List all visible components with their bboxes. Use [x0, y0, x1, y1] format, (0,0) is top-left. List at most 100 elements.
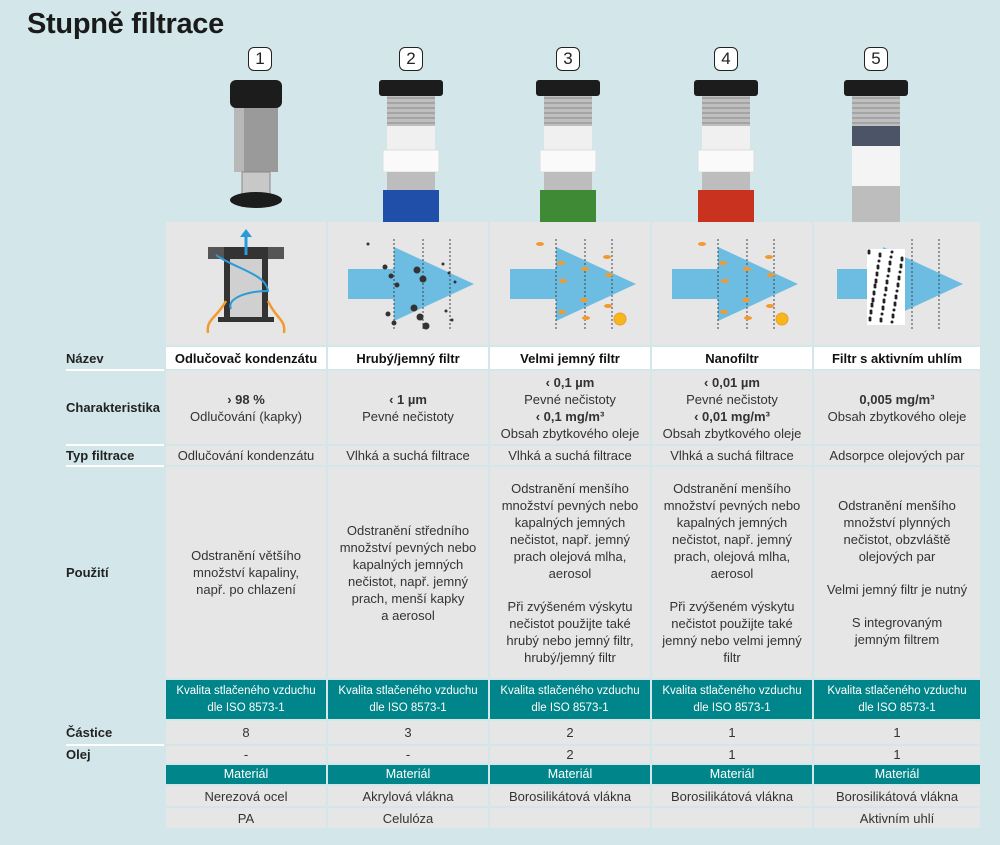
usage-line: Odstranění menšího — [673, 480, 791, 496]
filtration-type: Vlhká a suchá filtrace — [328, 446, 488, 465]
particles-class: 2 — [490, 721, 650, 744]
quality-standard: dle ISO 8573-1 — [858, 701, 936, 714]
particles-class: 8 — [166, 721, 326, 744]
material-1: Akrylová vlákna — [328, 786, 488, 806]
usage-line: aerosol — [710, 565, 754, 581]
characteristic-desc-2: Obsah zbytkového oleje — [662, 425, 802, 441]
quality-standard: dle ISO 8573-1 — [693, 701, 771, 714]
filter-element-photo — [686, 78, 766, 222]
usage-line: Odstranění menšího — [511, 480, 629, 496]
characteristic-value: ‹ 0,01 µm — [704, 374, 760, 390]
material-header: Materiál — [328, 765, 488, 784]
characteristic-value-2: ‹ 0,01 mg/m³ — [694, 408, 770, 424]
usage-line: prach, menší kapky — [351, 590, 465, 606]
filter-element-photo — [836, 78, 916, 222]
material-2 — [652, 808, 812, 828]
usage-note-line: nečistot použijte také — [509, 615, 631, 631]
characteristic-desc-2: Obsah zbytkového oleje — [500, 425, 640, 441]
usage-line: aerosol — [548, 565, 592, 581]
oil-class: 2 — [490, 746, 650, 763]
material-1: Borosilikátová vlákna — [490, 786, 650, 806]
usage-line: Odstranění většího — [191, 548, 301, 563]
material-2: Celulóza — [328, 808, 488, 828]
filtration-type: Vlhká a suchá filtrace — [652, 446, 812, 465]
oil-class: - — [166, 746, 326, 763]
quality-label-spacer — [66, 680, 164, 719]
material-header: Materiál — [814, 765, 980, 784]
usage-note-line: hrubý nebo jemný filtr, — [506, 632, 634, 648]
characteristic-desc: Obsah zbytkového oleje — [827, 408, 967, 424]
usage-note-line: jemným filtrem — [854, 632, 940, 647]
row-label-usage: Použití — [66, 565, 109, 580]
quality-standard: dle ISO 8573-1 — [531, 701, 609, 714]
filtration-diagram — [652, 222, 812, 345]
usage-line: kapalných jemných — [352, 556, 464, 572]
usage-note-line: Při zvýšeném výskytu — [507, 598, 633, 614]
particles-class: 1 — [652, 721, 812, 744]
stage-name: Nanofiltr — [652, 347, 812, 369]
material-header: Materiál — [652, 765, 812, 784]
particles-class: 3 — [328, 721, 488, 744]
characteristic-value: ‹ 0,1 µm — [545, 374, 595, 390]
usage-line: nečistot, např. jemný — [348, 573, 468, 589]
particles-class: 1 — [814, 721, 980, 744]
characteristic-value: ‹ 1 µm — [389, 391, 427, 407]
material-spacer — [66, 808, 164, 828]
material-1: Borosilikátová vlákna — [814, 786, 980, 806]
characteristic-cell: › 98 % Odlučování (kapky) — [166, 371, 326, 444]
quality-standard: dle ISO 8573-1 — [207, 701, 285, 714]
material-2: PA — [166, 808, 326, 828]
usage-line: a aerosol — [381, 607, 435, 623]
characteristic-value: › 98 % — [227, 391, 265, 407]
page-title: Stupně filtrace — [27, 8, 224, 40]
material-label-spacer — [66, 765, 164, 784]
usage-note-line: Při zvýšeném výskytu — [669, 598, 795, 614]
quality-line: Kvalita stlačeného vzduchu — [500, 684, 640, 697]
usage-note-line: filtr — [723, 649, 741, 665]
usage-line: olejových par — [858, 549, 936, 564]
usage-note-line: hrubý/jemný filtr — [524, 649, 616, 665]
stage-name: Odlučovač kondenzátu — [166, 347, 326, 369]
usage-cell: Odstranění většího množství kapaliny, např… — [166, 467, 326, 678]
characteristic-desc: Odlučování (kapky) — [190, 408, 302, 424]
usage-line: množství pevných nebo — [339, 539, 477, 555]
characteristic-desc: Pevné nečistoty — [524, 391, 616, 407]
usage-note-line: jemný nebo velmi jemný — [662, 632, 802, 648]
filtration-diagram — [814, 222, 980, 345]
material-1: Borosilikátová vlákna — [652, 786, 812, 806]
quality-line: Kvalita stlačeného vzduchu — [662, 684, 802, 697]
quality-line: Kvalita stlačeného vzduchu — [827, 684, 967, 697]
usage-line: nečistot, např. jemný — [510, 531, 630, 547]
characteristic-value: 0,005 mg/m³ — [859, 391, 935, 407]
characteristic-cell: ‹ 1 µm Pevné nečistoty — [328, 371, 488, 444]
material-1: Nerezová ocel — [166, 786, 326, 806]
stage-number-badge: 5 — [864, 47, 888, 71]
usage-cell: Odstranění menšího množství plynných nečis… — [814, 467, 980, 678]
usage-line: množství pevných nebo — [663, 497, 801, 513]
row-label-name: Název — [66, 347, 164, 369]
characteristic-desc: Pevné nečistoty — [686, 391, 778, 407]
usage-cell: Odstranění středního množství pevných neb… — [328, 467, 488, 678]
iso-quality-header: Kvalita stlačeného vzduchu dle ISO 8573-1 — [814, 680, 980, 719]
usage-line: Odstranění středního — [346, 522, 470, 538]
material-spacer — [66, 786, 164, 806]
stage-name: Filtr s aktivním uhlím — [814, 347, 980, 369]
material-header: Materiál — [490, 765, 650, 784]
filtration-type: Odlučování kondenzátu — [166, 446, 326, 465]
iso-quality-header: Kvalita stlačeného vzduchu dle ISO 8573-1 — [652, 680, 812, 719]
row-label-particles: Částice — [66, 721, 164, 744]
iso-quality-header: Kvalita stlačeného vzduchu dle ISO 8573-1 — [328, 680, 488, 719]
image-row-label-spacer — [66, 222, 164, 345]
usage-line: Odstranění menšího — [838, 498, 956, 513]
characteristic-desc: Pevné nečistoty — [362, 408, 454, 424]
usage-line: množství kapaliny, — [193, 565, 299, 580]
filtration-type: Vlhká a suchá filtrace — [490, 446, 650, 465]
filtration-diagram — [328, 222, 488, 345]
stage-name: Velmi jemný filtr — [490, 347, 650, 369]
stage-number-badge: 1 — [248, 47, 272, 71]
usage-cell: Odstranění menšího množství pevných nebo k… — [652, 467, 812, 678]
filtration-diagram — [490, 222, 650, 345]
stage-number-badge: 4 — [714, 47, 738, 71]
row-label-oil: Olej — [66, 747, 91, 762]
characteristic-cell: ‹ 0,01 µm Pevné nečistoty ‹ 0,01 mg/m³ Obsa… — [652, 371, 812, 444]
